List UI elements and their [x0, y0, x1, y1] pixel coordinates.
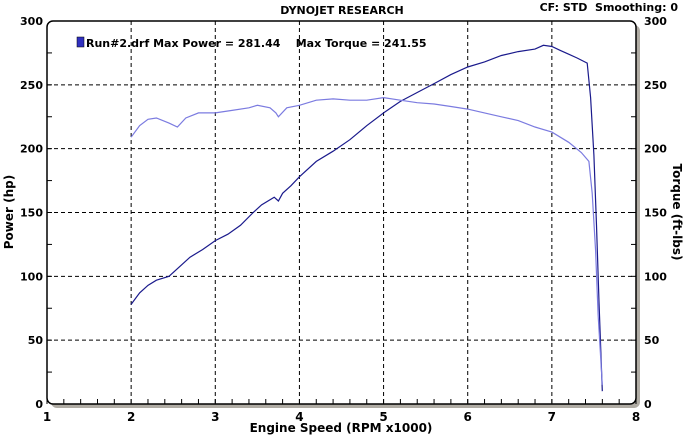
x-tick-label: 8 — [632, 410, 640, 424]
x-tick-label: 2 — [127, 410, 135, 424]
y2-tick-label: 300 — [644, 15, 667, 28]
y-tick-label: 300 — [20, 15, 43, 28]
x-tick-label: 3 — [211, 410, 219, 424]
chart-title: DYNOJET RESEARCH — [280, 4, 403, 17]
y2-tick-label: 150 — [644, 207, 667, 220]
y-tick-label: 200 — [20, 143, 43, 156]
x-tick-label: 6 — [464, 410, 472, 424]
y-tick-label: 250 — [20, 79, 43, 92]
y2-tick-label: 0 — [644, 398, 652, 411]
y-tick-label: 50 — [28, 334, 44, 347]
x-tick-label: 1 — [43, 410, 51, 424]
torque-line — [130, 96, 603, 385]
y-tick-label: 0 — [35, 398, 43, 411]
x-tick-label: 4 — [295, 410, 303, 424]
x-tick-label: 7 — [548, 410, 556, 424]
y-tick-label: 150 — [20, 207, 43, 220]
x-axis-label: Engine Speed (RPM x1000) — [250, 421, 433, 435]
header-right: CF: STD Smoothing: 0 — [540, 1, 679, 14]
legend-text: Run#2.drf Max Power = 281.44 Max Torque … — [86, 37, 427, 50]
y-tick-label: 100 — [20, 270, 43, 283]
y2-axis-label: Torque (ft-lbs) — [670, 164, 684, 261]
x-tick-label: 5 — [379, 410, 387, 424]
y2-tick-label: 50 — [644, 334, 660, 347]
y2-tick-label: 100 — [644, 270, 667, 283]
y2-tick-label: 250 — [644, 79, 667, 92]
power-line — [130, 44, 603, 392]
legend-swatch — [76, 36, 85, 48]
y2-tick-label: 200 — [644, 143, 667, 156]
y-axis-label: Power (hp) — [2, 175, 16, 249]
